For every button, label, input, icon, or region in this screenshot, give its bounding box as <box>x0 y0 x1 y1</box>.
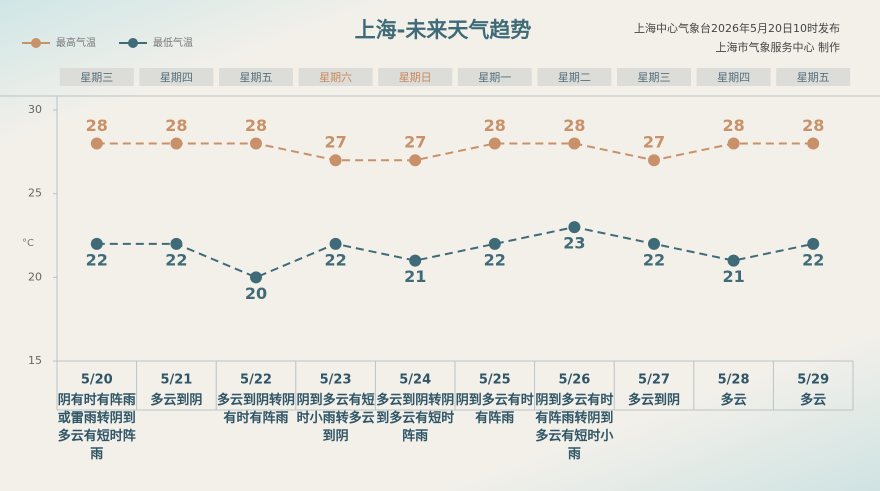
weather-description: 多云到阴 <box>150 393 203 408</box>
data-label: 27 <box>324 133 346 152</box>
y-tick-label: 15 <box>28 354 42 367</box>
weekday-box <box>59 68 134 86</box>
date: 5/24 <box>399 373 431 388</box>
marker <box>488 237 501 250</box>
y-tick-label: 20 <box>28 270 42 283</box>
marker <box>329 237 342 250</box>
marker <box>170 137 183 150</box>
data-label: 22 <box>484 250 506 269</box>
marker <box>807 137 820 150</box>
marker <box>329 154 342 167</box>
marker <box>90 237 103 250</box>
weekday: 星期三 <box>80 71 113 84</box>
weekday-box <box>219 68 293 86</box>
data-label: 28 <box>245 116 267 135</box>
marker <box>170 237 183 250</box>
data-label: 28 <box>484 116 506 135</box>
weekday: 星期一 <box>478 71 511 84</box>
date: 5/27 <box>638 373 670 388</box>
weekday: 星期日 <box>399 71 432 84</box>
data-label: 28 <box>563 116 585 135</box>
weather-description: 阴到多云有短时小雨转多云到阴 <box>296 393 375 444</box>
weekday-box <box>617 68 691 86</box>
y-axis-label: °C <box>22 238 34 249</box>
date: 5/28 <box>718 373 750 388</box>
data-label: 27 <box>643 133 665 152</box>
data-label: 21 <box>404 267 426 286</box>
weather-description: 多云到阴转阴有时有阵雨 <box>217 393 296 426</box>
data-label: 28 <box>802 116 824 135</box>
legend-marker <box>31 38 41 48</box>
weekday-box <box>378 68 453 86</box>
weekday: 星期四 <box>717 71 750 84</box>
weekday-box <box>537 68 612 86</box>
marker <box>409 154 422 167</box>
marker <box>409 254 422 267</box>
weekday: 星期六 <box>319 71 352 84</box>
source: 上海市气象服务中心 制作 <box>716 40 841 54</box>
marker <box>727 254 740 267</box>
marker <box>250 271 262 284</box>
date: 5/22 <box>240 373 272 388</box>
weather-description: 多云 <box>720 393 747 408</box>
source: 上海中心气象台2026年5月20日10时发布 <box>634 21 840 35</box>
weekday-box <box>776 68 851 86</box>
data-label: 22 <box>86 250 108 269</box>
marker <box>568 221 581 234</box>
data-label: 22 <box>802 250 824 269</box>
y-tick-label: 25 <box>28 187 42 200</box>
date: 5/20 <box>81 373 113 388</box>
weather-description: 阴到多云有时有阵雨转阴到多云有短时小雨 <box>535 393 614 462</box>
data-label: 28 <box>722 116 744 135</box>
marker <box>488 137 501 150</box>
marker <box>648 237 660 250</box>
marker <box>250 137 262 150</box>
weather-description: 多云 <box>800 393 827 408</box>
data-label: 23 <box>563 234 585 253</box>
weekday-box <box>696 68 771 86</box>
weather-description: 多云到阴转阴到多云有短时阵雨 <box>376 393 455 444</box>
series-line <box>96 226 814 279</box>
date: 5/29 <box>797 373 829 388</box>
date: 5/26 <box>558 373 590 388</box>
chart-title: 上海-未来天气趋势 <box>355 18 532 42</box>
weekday: 星期五 <box>797 71 830 84</box>
weekday: 星期三 <box>638 71 671 84</box>
weekday-box <box>298 68 373 86</box>
marker <box>90 137 103 150</box>
marker <box>727 137 740 150</box>
date: 5/21 <box>160 373 192 388</box>
marker <box>807 237 820 250</box>
data-label: 22 <box>324 250 346 269</box>
data-label: 27 <box>404 133 426 152</box>
date: 5/23 <box>320 373 352 388</box>
weather-description: 阴到多云有时有阵雨 <box>455 393 534 426</box>
y-tick-label: 30 <box>28 103 42 116</box>
series-line <box>96 142 814 162</box>
weekday: 星期四 <box>160 71 193 84</box>
data-label: 21 <box>722 267 744 286</box>
data-label: 22 <box>643 250 665 269</box>
weather-description: 多云到阴 <box>627 393 680 408</box>
data-label: 28 <box>165 116 187 135</box>
data-label: 20 <box>245 284 267 303</box>
data-label: 28 <box>86 116 108 135</box>
data-label: 22 <box>165 250 187 269</box>
legend-marker <box>128 38 138 48</box>
marker <box>648 154 660 167</box>
weather-description: 阴有时有阵雨或雷雨转阴到多云有短时阵雨 <box>57 393 136 462</box>
weekday: 星期五 <box>240 71 273 84</box>
marker <box>568 137 581 150</box>
weekday-box <box>457 68 532 86</box>
date: 5/25 <box>479 373 511 388</box>
legend-label: 最高气温 <box>56 36 96 49</box>
weekday-box <box>139 68 214 86</box>
legend-label: 最低气温 <box>153 36 193 49</box>
weekday: 星期二 <box>558 71 591 84</box>
